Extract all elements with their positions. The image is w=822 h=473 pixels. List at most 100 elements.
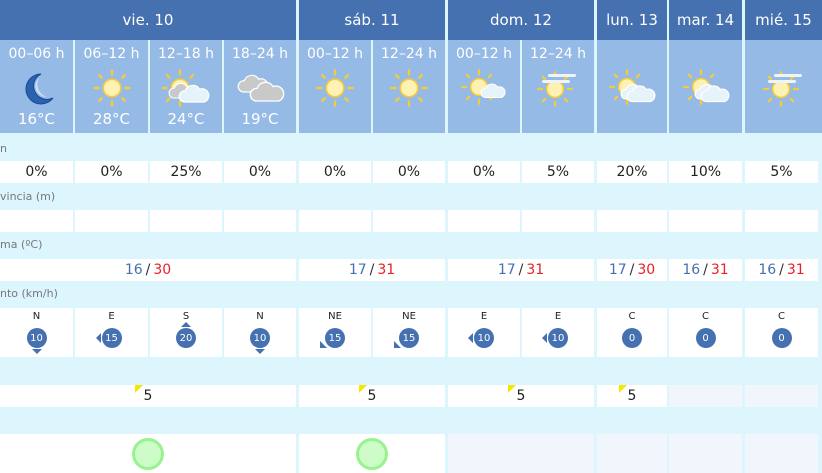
uv-cell: 5 bbox=[448, 385, 594, 407]
uv-value: 5 bbox=[618, 385, 637, 404]
temp-cell: 16/31 bbox=[669, 259, 742, 281]
wind-direction: S bbox=[182, 311, 190, 322]
precip-label: n bbox=[0, 142, 7, 155]
wind-direction: NE bbox=[402, 311, 416, 322]
quality-cell-empty bbox=[448, 434, 594, 473]
wind-arrow-icon bbox=[95, 333, 101, 343]
wind-speed: 0 bbox=[628, 332, 636, 344]
temp-sep: / bbox=[703, 262, 708, 278]
wind-cell: E 10 bbox=[448, 308, 520, 357]
precip-cell: 20% bbox=[597, 161, 667, 183]
wind-speed-badge: 15 bbox=[95, 328, 122, 348]
snow-cell bbox=[373, 210, 445, 232]
period-temp: 19°C bbox=[241, 110, 279, 128]
uv-cell-empty bbox=[669, 385, 742, 407]
wind-speed: 15 bbox=[328, 332, 342, 344]
uv-cell: 5 bbox=[299, 385, 445, 407]
day-header-sab: sáb. 11 bbox=[299, 0, 445, 40]
temp-max: 31 bbox=[710, 262, 729, 278]
sun-icon bbox=[92, 68, 132, 108]
temp-min: 16 bbox=[124, 262, 143, 278]
wind-direction: C bbox=[702, 311, 709, 322]
period-spacer bbox=[669, 46, 742, 64]
snow-cell bbox=[0, 210, 73, 232]
snow-level-label: vincia (m) bbox=[0, 190, 56, 203]
snow-cell bbox=[597, 210, 667, 232]
wind-direction: NE bbox=[328, 311, 342, 322]
uv-level-icon bbox=[507, 385, 516, 393]
wind-direction: N bbox=[256, 311, 264, 322]
wind-speed: 15 bbox=[402, 332, 416, 344]
period-temp: 16°C bbox=[17, 110, 56, 128]
wind-speed: 10 bbox=[477, 332, 491, 344]
sun-haze-icon bbox=[762, 71, 802, 107]
snow-cell bbox=[522, 210, 594, 232]
wind-speed: 15 bbox=[105, 332, 118, 344]
uv-level-icon bbox=[134, 385, 143, 393]
wind-arrow-icon bbox=[31, 349, 42, 354]
period-label: 18–24 h bbox=[232, 46, 288, 62]
wind-direction: C bbox=[778, 311, 785, 322]
quality-cell-empty bbox=[669, 434, 742, 473]
wind-speed-badge: 10 bbox=[26, 328, 47, 354]
wind-cell: S 20 bbox=[150, 308, 222, 357]
wind-direction: N bbox=[32, 311, 41, 322]
uv-number: 5 bbox=[367, 388, 377, 404]
temp-max: 30 bbox=[153, 262, 172, 278]
period-label: 12–24 h bbox=[530, 46, 586, 62]
snow-cell bbox=[224, 210, 296, 232]
precip-cell: 0% bbox=[299, 161, 371, 183]
period-label: 06–12 h bbox=[83, 46, 140, 62]
temp-max: 31 bbox=[526, 262, 545, 278]
precip-cell: 5% bbox=[745, 161, 818, 183]
sun-icon bbox=[389, 68, 429, 108]
temp-min: 16 bbox=[758, 262, 777, 278]
period-temp: 24°C bbox=[167, 110, 205, 128]
snow-cell bbox=[448, 210, 520, 232]
period-cell: 12–24 h bbox=[522, 40, 594, 133]
uv-cell: 5 bbox=[597, 385, 667, 407]
precip-cell: 0% bbox=[224, 161, 296, 183]
temp-min: 16 bbox=[682, 262, 701, 278]
temp-sep: / bbox=[629, 262, 635, 278]
quality-good-icon bbox=[132, 437, 164, 470]
temp-min: 17 bbox=[348, 262, 367, 278]
uv-level-icon bbox=[358, 385, 367, 393]
wind-label: nto (km/h) bbox=[0, 287, 58, 300]
quality-cell bbox=[299, 434, 445, 473]
wind-speed-badge: 10 bbox=[542, 328, 568, 348]
wind-direction: C bbox=[628, 311, 636, 322]
wind-direction: E bbox=[108, 311, 115, 322]
wind-speed-badge: 10 bbox=[250, 328, 270, 354]
wind-cell: NE 15 bbox=[373, 308, 445, 357]
sun-icon bbox=[315, 68, 355, 108]
wind-arrow-icon bbox=[468, 333, 473, 343]
temp-max: 31 bbox=[377, 262, 396, 278]
wind-arrow-icon bbox=[255, 349, 265, 354]
day-header-dom: dom. 12 bbox=[448, 0, 594, 40]
wind-speed-badge: 10 bbox=[468, 328, 494, 348]
wind-arrow-icon bbox=[394, 341, 401, 348]
wind-arrow-icon bbox=[542, 333, 547, 343]
wind-cell: N 10 bbox=[0, 308, 73, 357]
period-cell bbox=[669, 40, 742, 133]
wind-speed: 10 bbox=[253, 332, 267, 344]
quality-cell-empty bbox=[597, 434, 667, 473]
uv-number: 5 bbox=[143, 388, 153, 404]
sun-clouds-icon bbox=[162, 69, 210, 107]
wind-speed: 0 bbox=[702, 332, 709, 344]
temp-max: 31 bbox=[786, 262, 805, 278]
wind-speed-badge: 0 bbox=[695, 328, 716, 348]
wind-speed-badge: 20 bbox=[176, 322, 196, 348]
wind-arrow-icon bbox=[181, 322, 191, 327]
uv-number: 5 bbox=[627, 388, 637, 404]
temp-max: 30 bbox=[637, 262, 656, 278]
period-label: 00–12 h bbox=[307, 46, 363, 62]
period-label: 12–18 h bbox=[158, 46, 214, 62]
temp-sep: / bbox=[779, 262, 784, 278]
precip-cell: 0% bbox=[0, 161, 73, 183]
wind-speed-badge: 15 bbox=[394, 328, 419, 348]
